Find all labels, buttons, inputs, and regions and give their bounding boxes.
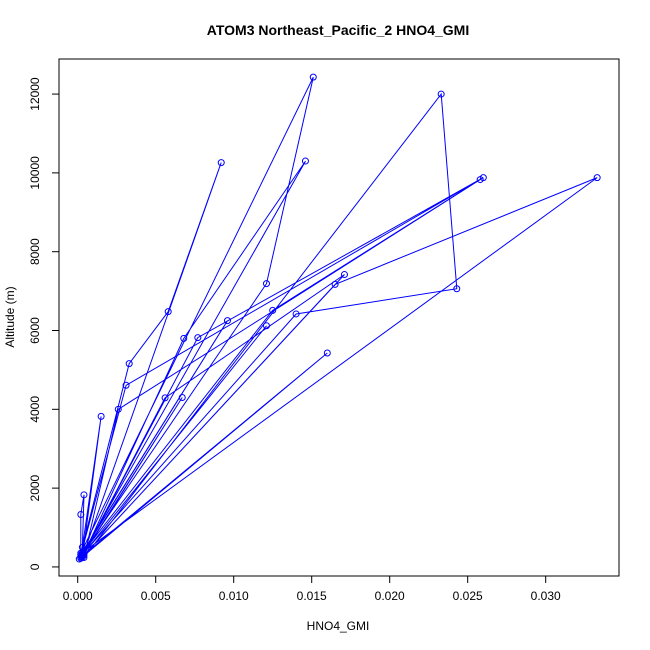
x-tick-label: 0.010 bbox=[219, 589, 249, 603]
data-point bbox=[223, 317, 231, 325]
x-tick-label: 0.020 bbox=[375, 589, 405, 603]
plot-frame bbox=[58, 58, 620, 577]
x-tick-label: 0.025 bbox=[453, 589, 483, 603]
y-tick-label: 0 bbox=[28, 563, 42, 570]
x-tick-label: 0.015 bbox=[297, 589, 327, 603]
chart-title: ATOM3 Northeast_Pacific_2 HNO4_GMI bbox=[207, 22, 469, 38]
data-point bbox=[125, 360, 133, 368]
data-point bbox=[180, 334, 188, 342]
data-point bbox=[331, 280, 339, 288]
data-point bbox=[83, 545, 91, 553]
data-point bbox=[217, 159, 225, 167]
data-point bbox=[114, 405, 122, 413]
data-point bbox=[164, 308, 172, 316]
data-point bbox=[262, 280, 270, 288]
data-point bbox=[178, 393, 186, 401]
data-point bbox=[476, 176, 484, 184]
y-tick-label: 6000 bbox=[28, 317, 42, 344]
data-point bbox=[77, 511, 85, 519]
y-tick-label: 4000 bbox=[28, 396, 42, 423]
data-point bbox=[80, 491, 88, 499]
data-point bbox=[262, 322, 270, 330]
y-axis-title: Altitude (m) bbox=[3, 286, 17, 347]
y-tick-label: 10000 bbox=[28, 156, 42, 190]
data-point bbox=[323, 349, 331, 357]
data-point bbox=[78, 549, 86, 557]
x-axis-title: HNO4_GMI bbox=[307, 619, 370, 633]
data-point bbox=[453, 285, 461, 293]
data-point bbox=[292, 310, 300, 318]
data-point bbox=[269, 306, 277, 314]
data-point bbox=[340, 271, 348, 279]
x-tick-label: 0.030 bbox=[531, 589, 561, 603]
data-point bbox=[161, 394, 169, 402]
y-tick-label: 8000 bbox=[28, 238, 42, 265]
x-tick-label: 0.000 bbox=[63, 589, 93, 603]
x-axis: 0.000 0.005 0.010 0.015 0.020 0.025 0.030 bbox=[63, 575, 561, 603]
data-point bbox=[301, 157, 309, 165]
data-point bbox=[77, 554, 85, 562]
y-axis: 0 2000 4000 6000 8000 10000 12000 bbox=[28, 77, 60, 570]
series-line bbox=[78, 76, 598, 560]
x-tick-label: 0.005 bbox=[141, 589, 171, 603]
data-point bbox=[122, 381, 130, 389]
y-tick-label: 12000 bbox=[28, 77, 42, 111]
data-point bbox=[194, 334, 202, 342]
data-point bbox=[309, 73, 317, 81]
series-points bbox=[75, 73, 601, 563]
data-point bbox=[437, 90, 445, 98]
data-point bbox=[593, 174, 601, 182]
y-tick-label: 2000 bbox=[28, 474, 42, 501]
data-point bbox=[97, 412, 105, 420]
